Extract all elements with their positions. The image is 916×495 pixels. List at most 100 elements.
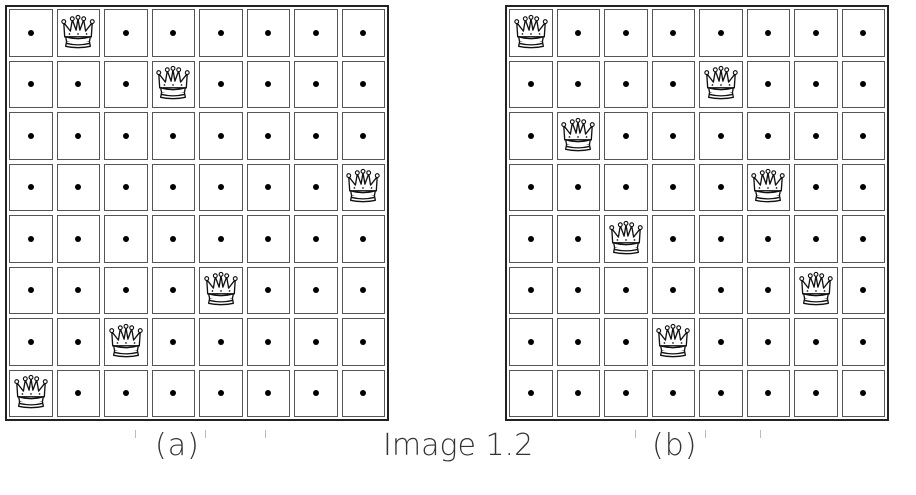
queen-icon <box>154 65 192 103</box>
empty-square-dot <box>360 29 367 36</box>
board-square <box>509 266 553 314</box>
empty-square-dot <box>122 184 129 191</box>
board-square <box>556 369 600 417</box>
board-square <box>841 163 885 211</box>
empty-square-dot <box>170 132 177 139</box>
board-square <box>151 266 195 314</box>
board-square <box>104 266 148 314</box>
board-square <box>509 9 553 57</box>
board-square <box>509 215 553 263</box>
board-square <box>151 369 195 417</box>
empty-square-dot <box>360 390 367 397</box>
empty-square-dot <box>622 29 629 36</box>
board-square <box>341 318 385 366</box>
board-square <box>294 60 338 108</box>
board-square <box>746 318 790 366</box>
empty-square-dot <box>765 29 772 36</box>
empty-square-dot <box>312 184 319 191</box>
empty-square-dot <box>717 287 724 294</box>
empty-square-dot <box>717 390 724 397</box>
board-square <box>699 9 743 57</box>
empty-square-dot <box>265 235 272 242</box>
empty-square-dot <box>670 81 677 88</box>
empty-square-dot <box>27 81 34 88</box>
empty-square-dot <box>312 132 319 139</box>
board-square <box>341 112 385 160</box>
board-square <box>651 163 695 211</box>
empty-square-dot <box>122 29 129 36</box>
board-square <box>794 112 838 160</box>
board-square <box>341 369 385 417</box>
board-square <box>509 369 553 417</box>
empty-square-dot <box>75 235 82 242</box>
empty-square-dot <box>860 338 867 345</box>
board-square <box>841 60 885 108</box>
board-square <box>9 369 53 417</box>
board-square <box>794 215 838 263</box>
queen-icon <box>344 168 382 206</box>
queen-icon <box>59 14 97 52</box>
board-square <box>341 163 385 211</box>
board-square <box>199 163 243 211</box>
figure-title: Image 1.2 <box>383 428 534 463</box>
empty-square-dot <box>217 184 224 191</box>
empty-square-dot <box>122 390 129 397</box>
board-square <box>651 215 695 263</box>
board-square <box>151 60 195 108</box>
board-square <box>104 215 148 263</box>
empty-square-dot <box>527 390 534 397</box>
board-square <box>199 215 243 263</box>
board-square <box>9 9 53 57</box>
empty-square-dot <box>360 235 367 242</box>
board-square <box>651 9 695 57</box>
empty-square-dot <box>312 338 319 345</box>
board-square <box>151 9 195 57</box>
board-square <box>556 318 600 366</box>
board-square <box>294 369 338 417</box>
empty-square-dot <box>622 132 629 139</box>
board-square <box>509 112 553 160</box>
board-square <box>604 318 648 366</box>
board-square <box>556 9 600 57</box>
board-square <box>746 369 790 417</box>
board-square <box>151 112 195 160</box>
board-square <box>104 318 148 366</box>
board-square <box>104 9 148 57</box>
empty-square-dot <box>670 390 677 397</box>
empty-square-dot <box>622 184 629 191</box>
empty-square-dot <box>575 287 582 294</box>
empty-square-dot <box>812 132 819 139</box>
empty-square-dot <box>75 184 82 191</box>
board-square <box>104 369 148 417</box>
board-a-label: (a) <box>155 428 200 463</box>
board-square <box>841 266 885 314</box>
empty-square-dot <box>75 132 82 139</box>
empty-square-dot <box>575 338 582 345</box>
empty-square-dot <box>622 390 629 397</box>
board-square <box>746 112 790 160</box>
board-square <box>651 266 695 314</box>
empty-square-dot <box>265 132 272 139</box>
board-square <box>794 163 838 211</box>
empty-square-dot <box>360 338 367 345</box>
empty-square-dot <box>860 81 867 88</box>
board-square <box>9 266 53 314</box>
board-square <box>841 112 885 160</box>
empty-square-dot <box>717 338 724 345</box>
empty-square-dot <box>717 184 724 191</box>
board-square <box>651 369 695 417</box>
empty-square-dot <box>312 235 319 242</box>
board-square <box>699 369 743 417</box>
empty-square-dot <box>670 287 677 294</box>
empty-square-dot <box>575 390 582 397</box>
empty-square-dot <box>360 287 367 294</box>
board-square <box>246 112 290 160</box>
board-square <box>56 318 100 366</box>
empty-square-dot <box>170 235 177 242</box>
board-square <box>294 266 338 314</box>
empty-square-dot <box>575 235 582 242</box>
empty-square-dot <box>27 338 34 345</box>
empty-square-dot <box>170 29 177 36</box>
board-square <box>699 163 743 211</box>
board-square <box>56 9 100 57</box>
